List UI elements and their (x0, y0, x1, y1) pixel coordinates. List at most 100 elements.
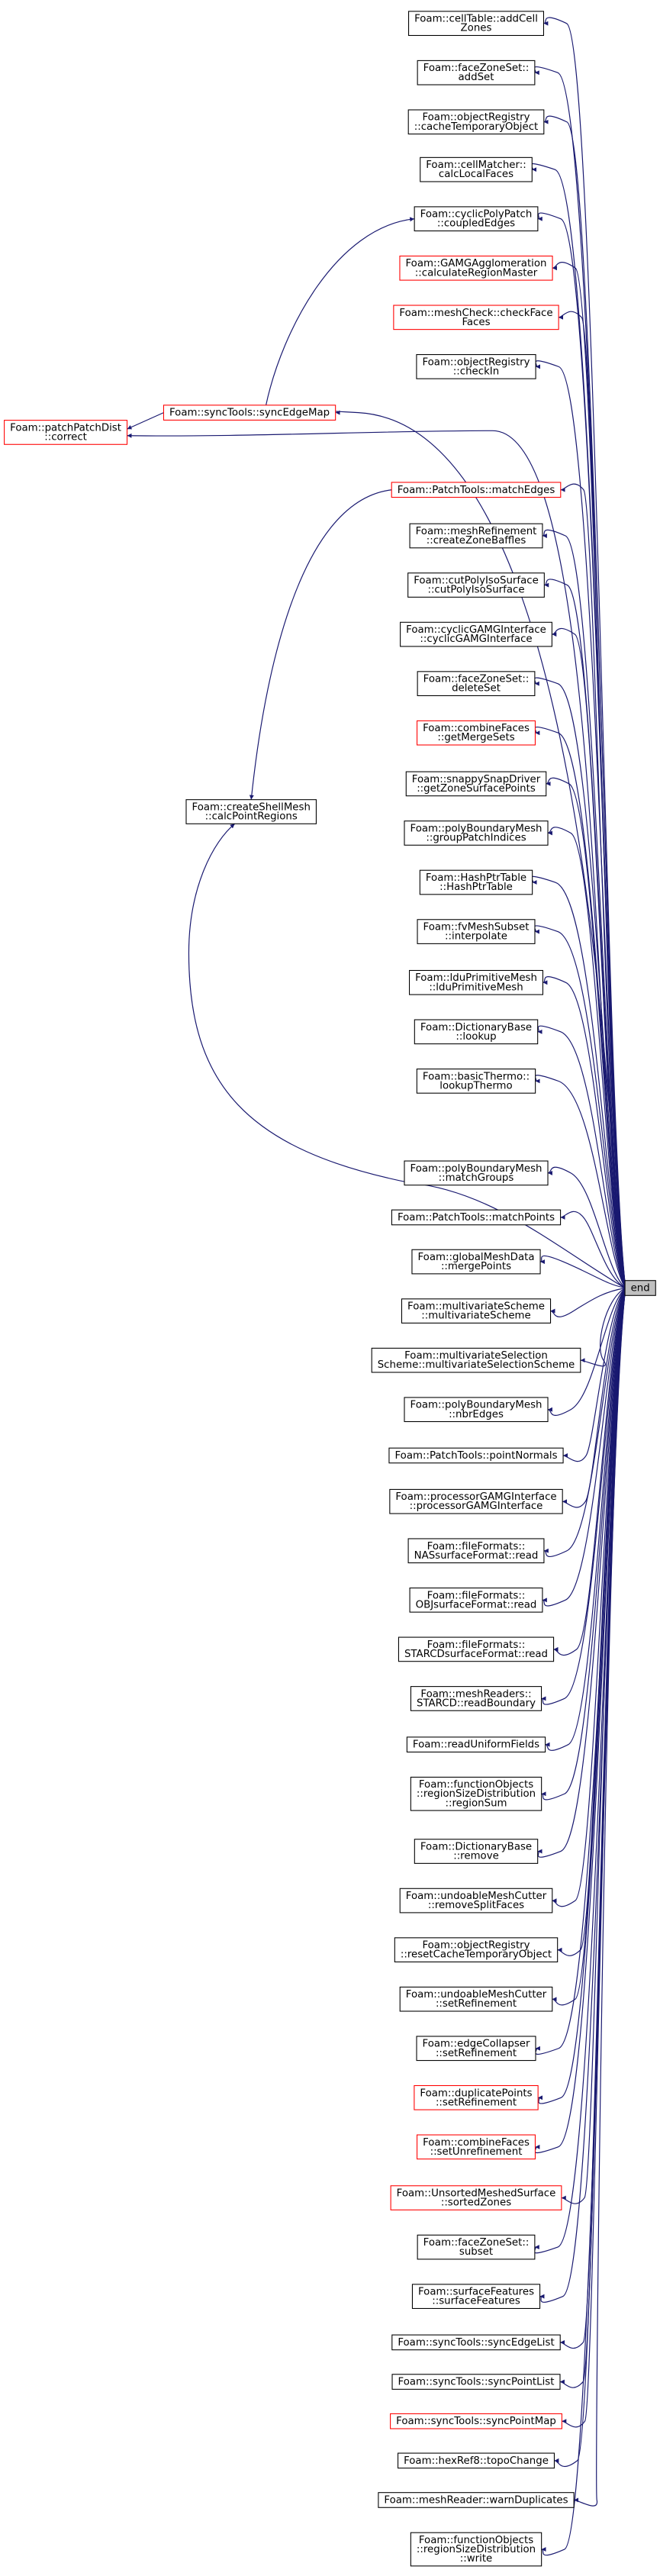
graph-node[interactable]: Foam::undoableMeshCutter::removeSplitFac… (399, 1888, 553, 1913)
graph-node[interactable]: Foam::fileFormats::NASsurfaceFormat::rea… (407, 1538, 545, 1564)
call-edge (545, 1289, 626, 1751)
graph-node[interactable]: Foam::cyclicPolyPatch::coupledEdges (414, 206, 539, 232)
node-box (390, 2413, 562, 2429)
node-box (419, 869, 533, 895)
graph-node[interactable]: Foam::syncTools::syncPointMap (390, 2413, 562, 2429)
graph-node[interactable]: Foam::GAMGAgglomeration::calculateRegion… (399, 255, 553, 281)
graph-node[interactable]: Foam::faceZoneSet::addSet (417, 60, 536, 85)
node-box (417, 720, 536, 746)
graph-node[interactable]: Foam::snappySnapDriver::getZoneSurfacePo… (405, 771, 547, 797)
graph-node[interactable]: Foam::objectRegistry::resetCacheTemporar… (394, 1937, 559, 1963)
node-box (400, 621, 552, 647)
call-edge (541, 1289, 626, 1705)
node-box (411, 1249, 541, 1275)
node-box (391, 2334, 561, 2351)
node-box (410, 2532, 542, 2567)
graph-node[interactable]: Foam::surfaceFeatures::surfaceFeatures (411, 2284, 541, 2310)
graph-node[interactable]: Foam::cellMatcher::calcLocalFaces (420, 156, 533, 182)
node-label: ::correct (44, 431, 87, 443)
node-label: Foam::undoableMeshCutter (406, 1989, 547, 2001)
graph-node[interactable]: Foam::hexRef8::topoChange (398, 2452, 555, 2469)
node-label: calcLocalFaces (439, 169, 514, 180)
node-label: Foam::edgeCollapser (423, 2039, 530, 2050)
graph-node[interactable]: Foam::combineFaces::setUnrefinement (417, 2134, 536, 2160)
node-label: ::getMergeSets (437, 732, 514, 743)
graph-node[interactable]: Foam::fvMeshSubset::interpolate (417, 919, 536, 944)
graph-node[interactable]: Foam::HashPtrTable::HashPtrTable (419, 869, 533, 895)
call-edge (553, 1289, 626, 1656)
graph-node[interactable]: Foam::duplicatePoints::setRefinement (414, 2084, 539, 2110)
graph-node[interactable]: Foam::createShellMesh::calcPointRegions (185, 799, 317, 824)
node-label: ::regionSum (445, 1797, 507, 1809)
graph-node[interactable]: Foam::objectRegistry::cacheTemporaryObje… (407, 109, 545, 135)
node-label: Foam::syncTools::syncPointMap (396, 2416, 556, 2427)
graph-node[interactable]: Foam::meshReaders::STARCD::readBoundary (410, 1686, 542, 1711)
call-edge (249, 489, 392, 800)
graph-node[interactable]: Foam::objectRegistry::checkIn (416, 354, 536, 379)
graph-node[interactable]: Foam::cutPolyIsoSurface::cutPolyIsoSurfa… (407, 572, 545, 598)
node-box (404, 1160, 549, 1186)
graph-node[interactable]: Foam::undoableMeshCutter::setRefinement (399, 1986, 553, 2012)
node-label: Foam::UnsortedMeshedSurface (397, 2188, 556, 2200)
graph-node[interactable]: Foam::UnsortedMeshedSurface::sortedZones (390, 2185, 562, 2210)
graph-node[interactable]: Foam::faceZoneSet::subset (417, 2234, 536, 2260)
graph-node[interactable]: end (624, 1280, 656, 1296)
graph-node[interactable]: Foam::edgeCollapser::setRefinement (416, 2036, 536, 2062)
node-label: ::cyclicGAMGInterface (420, 634, 532, 645)
graph-node[interactable]: Foam::meshReader::warnDuplicates (378, 2492, 575, 2508)
node-label: ::createZoneBaffles (427, 535, 526, 546)
node-box (410, 1776, 542, 1811)
call-edge (537, 1290, 626, 1858)
graph-node[interactable]: Foam::faceZoneSet::deleteSet (417, 671, 536, 697)
graph-node[interactable]: Foam::processorGAMGInterface::processorG… (389, 1488, 563, 1514)
graph-node[interactable]: Foam::syncTools::syncEdgeList (391, 2334, 561, 2351)
node-label: ::regionSizeDistribution (417, 1788, 536, 1800)
graph-node[interactable]: Foam::PatchTools::matchPoints (391, 1209, 562, 1226)
node-label: Zones (461, 23, 492, 34)
graph-node[interactable]: Foam::DictionaryBase::lookup (414, 1019, 539, 1045)
graph-node[interactable]: Foam::lduPrimitiveMesh::lduPrimitiveMesh (408, 969, 544, 995)
graph-node[interactable]: Foam::multivariateScheme::multivariateSc… (401, 1298, 552, 1323)
graph-node[interactable]: Foam::basicThermo::lookupThermo (416, 1069, 536, 1094)
graph-node[interactable]: Foam::DictionaryBase::remove (414, 1839, 539, 1864)
call-edge (547, 827, 626, 1287)
graph-node[interactable]: Foam::globalMeshData::mergePoints (411, 1249, 541, 1275)
node-label: ::surfaceFeatures (432, 2296, 520, 2307)
node-label: ::interpolate (445, 931, 507, 943)
graph-node[interactable]: Foam::functionObjects::regionSizeDistrib… (410, 2532, 542, 2567)
call-edge (547, 1166, 626, 1288)
graph-node[interactable]: Foam::fileFormats::STARCDsurfaceFormat::… (398, 1636, 555, 1662)
graph-node[interactable]: Foam::PatchTools::matchEdges (391, 482, 562, 498)
graph-node[interactable]: Foam::polyBoundaryMesh::nbrEdges (404, 1397, 549, 1423)
graph-node[interactable]: Foam::PatchTools::pointNormals (388, 1447, 564, 1464)
graph-node[interactable]: Foam::cyclicGAMGInterface::cyclicGAMGInt… (400, 621, 552, 647)
graph-node[interactable]: Foam::readUniformFields (406, 1736, 546, 1753)
call-edge (127, 412, 164, 430)
node-label: ::sortedZones (441, 2197, 511, 2209)
graph-node[interactable]: Foam::fileFormats::OBJsurfaceFormat::rea… (409, 1587, 543, 1613)
node-label: Foam::snappySnapDriver (412, 774, 541, 785)
node-label: Foam::polyBoundaryMesh (410, 1163, 542, 1175)
graph-node[interactable]: Foam::functionObjects::regionSizeDistrib… (410, 1776, 542, 1811)
call-edge (558, 311, 626, 1285)
call-edge (535, 360, 626, 1285)
graph-node[interactable]: Foam::polyBoundaryMesh::matchGroups (404, 1160, 549, 1186)
edges (127, 17, 626, 2556)
graph-node[interactable]: Foam::multivariateSelectionScheme::multi… (371, 1347, 581, 1373)
graph-node[interactable]: Foam::syncTools::syncPointList (391, 2374, 561, 2390)
graph-node[interactable]: Foam::syncTools::syncEdgeMap (163, 405, 336, 421)
node-label: Foam::cyclicPolyPatch (420, 209, 533, 221)
call-edge (534, 727, 626, 1286)
node-label: Foam::patchPatchDist (10, 422, 121, 434)
graph-node[interactable]: Foam::meshRefinement::createZoneBaffles (409, 523, 543, 549)
call-edge (542, 1288, 626, 1607)
node-label: STARCDsurfaceFormat::read (404, 1649, 548, 1660)
graph-node[interactable]: Foam::patchPatchDist::correct (4, 420, 128, 445)
node-box (163, 405, 336, 421)
graph-node[interactable]: Foam::combineFaces::getMergeSets (417, 720, 536, 746)
graph-node[interactable]: Foam::polyBoundaryMesh::groupPatchIndice… (404, 821, 549, 846)
node-label: Foam::meshCheck::checkFace (399, 308, 552, 319)
